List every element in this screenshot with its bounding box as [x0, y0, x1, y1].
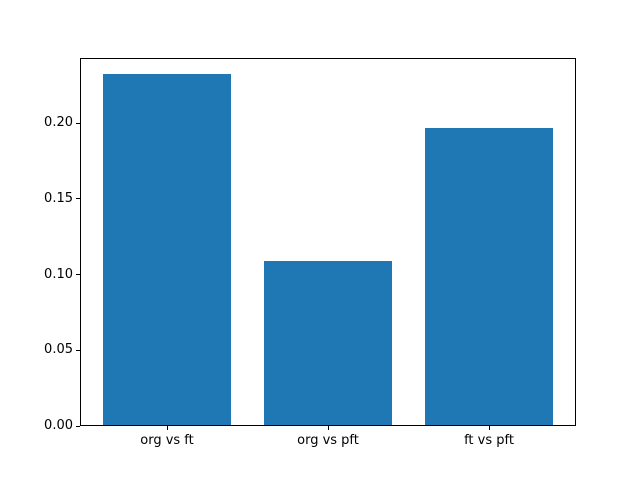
- y-tick-mark: [76, 425, 80, 427]
- x-tick-label-org-vs-ft: org vs ft: [140, 433, 194, 448]
- bar-org-vs-ft: [102, 73, 232, 425]
- y-tick-label-0.15: 0.15: [44, 190, 73, 206]
- y-tick-mark: [76, 198, 80, 200]
- y-tick-label-0.20: 0.20: [44, 115, 73, 131]
- x-tick-label-org-vs-pft: org vs pft: [297, 433, 359, 448]
- y-tick-mark: [76, 122, 80, 124]
- plot-area: [80, 58, 576, 426]
- y-tick-mark: [76, 349, 80, 351]
- y-tick-mark: [76, 274, 80, 276]
- x-tick-label-ft-vs-pft: ft vs pft: [464, 433, 514, 448]
- x-tick-mark: [167, 426, 168, 430]
- y-tick-label-0.05: 0.05: [44, 342, 73, 358]
- y-tick-label-0.00: 0.00: [44, 418, 73, 433]
- bar-org-vs-pft: [263, 261, 393, 425]
- y-tick-label-0.10: 0.10: [44, 266, 73, 282]
- bar-ft-vs-pft: [424, 128, 554, 425]
- x-tick-mark: [489, 426, 490, 430]
- x-tick-mark: [328, 426, 329, 430]
